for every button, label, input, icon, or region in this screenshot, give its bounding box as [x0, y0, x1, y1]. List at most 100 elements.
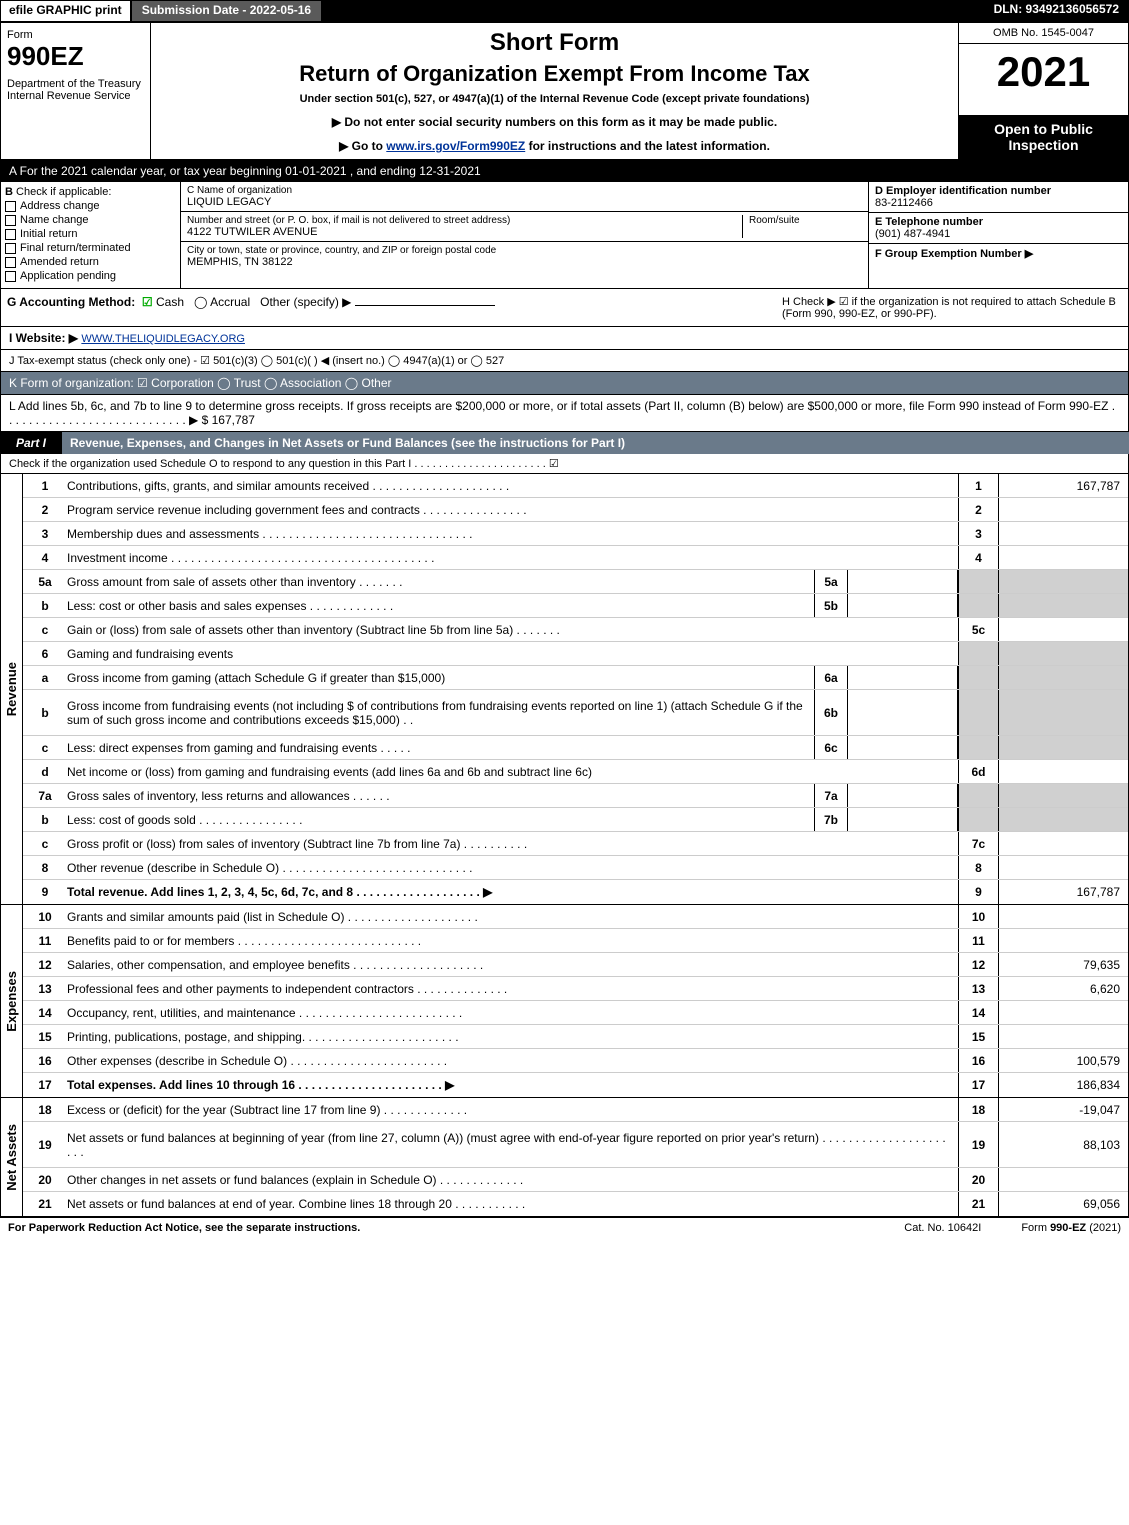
- checkbox-initial-return[interactable]: [5, 229, 16, 240]
- tel-value: (901) 487-4941: [875, 228, 1122, 240]
- line-ref: 9: [958, 880, 998, 904]
- line-amount: [998, 1168, 1128, 1191]
- line-description: Contributions, gifts, grants, and simila…: [67, 479, 958, 493]
- line-description: Gross income from fundraising events (no…: [67, 699, 814, 727]
- line-ref: [958, 808, 998, 831]
- form-line: bLess: cost of goods sold . . . . . . . …: [23, 808, 1128, 832]
- line-number: 5a: [23, 575, 67, 589]
- checkbox-amended[interactable]: [5, 257, 16, 268]
- org-name: LIQUID LEGACY: [187, 196, 862, 208]
- org-street: 4122 TUTWILER AVENUE: [187, 226, 742, 238]
- line-ref: [958, 570, 998, 593]
- header-center: Short Form Return of Organization Exempt…: [151, 23, 958, 159]
- line-number: 21: [23, 1197, 67, 1211]
- form-line: cLess: direct expenses from gaming and f…: [23, 736, 1128, 760]
- line-ref: 14: [958, 1001, 998, 1024]
- line-amount: 88,103: [998, 1122, 1128, 1167]
- section-h: H Check ▶ ☑ if the organization is not r…: [782, 295, 1122, 320]
- g-accrual: Accrual: [210, 295, 250, 309]
- goto-line: ▶ Go to www.irs.gov/Form990EZ for instru…: [157, 139, 952, 153]
- efile-print-label[interactable]: efile GRAPHIC print: [0, 0, 131, 22]
- netassets-label-text: Net Assets: [4, 1124, 19, 1191]
- expenses-side-label: Expenses: [1, 905, 23, 1097]
- omb-number: OMB No. 1545-0047: [959, 23, 1128, 44]
- line-amount: [998, 832, 1128, 855]
- line-description: Net assets or fund balances at beginning…: [67, 1131, 958, 1159]
- line-description: Net income or (loss) from gaming and fun…: [67, 765, 958, 779]
- form-line: dNet income or (loss) from gaming and fu…: [23, 760, 1128, 784]
- line-amount: 167,787: [998, 474, 1128, 497]
- line-number: 6: [23, 647, 67, 661]
- line-description: Other expenses (describe in Schedule O) …: [67, 1054, 958, 1068]
- checkbox-name-change[interactable]: [5, 215, 16, 226]
- expenses-section: Expenses 10Grants and similar amounts pa…: [0, 905, 1129, 1098]
- line-amount: [998, 618, 1128, 641]
- form-line: 14Occupancy, rent, utilities, and mainte…: [23, 1001, 1128, 1025]
- section-i: I Website: ▶ WWW.THELIQUIDLEGACY.ORG: [0, 327, 1129, 350]
- form-reference: Form 990-EZ (2021): [1021, 1222, 1121, 1234]
- sub-box-value: [848, 736, 958, 759]
- line-amount: [998, 666, 1128, 689]
- line-description: Investment income . . . . . . . . . . . …: [67, 551, 958, 565]
- line-description: Grants and similar amounts paid (list in…: [67, 910, 958, 924]
- line-amount: [998, 929, 1128, 952]
- line-amount: -19,047: [998, 1098, 1128, 1121]
- g-label: G Accounting Method:: [7, 295, 135, 309]
- goto-prefix: ▶ Go to: [339, 139, 386, 153]
- line-ref: 7c: [958, 832, 998, 855]
- b-item-1: Name change: [20, 214, 89, 226]
- form-line: 9Total revenue. Add lines 1, 2, 3, 4, 5c…: [23, 880, 1128, 904]
- form-line: 2Program service revenue including gover…: [23, 498, 1128, 522]
- part-1-sub-text: Check if the organization used Schedule …: [9, 457, 559, 470]
- c-street-label: Number and street (or P. O. box, if mail…: [187, 215, 742, 226]
- line-ref: 3: [958, 522, 998, 545]
- g-cash: Cash: [156, 295, 184, 309]
- form-line: aGross income from gaming (attach Schedu…: [23, 666, 1128, 690]
- line-ref: [958, 642, 998, 665]
- section-k: K Form of organization: ☑ Corporation ◯ …: [0, 372, 1129, 395]
- page-footer: For Paperwork Reduction Act Notice, see …: [0, 1217, 1129, 1238]
- sub-box-value: [848, 666, 958, 689]
- open-to-public-badge: Open to Public Inspection: [959, 115, 1128, 159]
- line-ref: 6d: [958, 760, 998, 783]
- sub-box-label: 5b: [814, 594, 848, 617]
- line-description: Less: cost or other basis and sales expe…: [67, 599, 814, 613]
- sub-box-value: [848, 808, 958, 831]
- website-link[interactable]: WWW.THELIQUIDLEGACY.ORG: [81, 333, 245, 345]
- line-number: 16: [23, 1054, 67, 1068]
- line-description: Gain or (loss) from sale of assets other…: [67, 623, 958, 637]
- line-description: Other changes in net assets or fund bala…: [67, 1173, 958, 1187]
- goto-suffix: for instructions and the latest informat…: [525, 139, 770, 153]
- form-line: 16Other expenses (describe in Schedule O…: [23, 1049, 1128, 1073]
- line-number: 14: [23, 1006, 67, 1020]
- line-ref: 10: [958, 905, 998, 928]
- line-ref: 13: [958, 977, 998, 1000]
- section-l: L Add lines 5b, 6c, and 7b to line 9 to …: [0, 395, 1129, 432]
- revenue-side-label: Revenue: [1, 474, 23, 904]
- line-number: d: [23, 765, 67, 779]
- form-line: 19Net assets or fund balances at beginni…: [23, 1122, 1128, 1168]
- checkbox-final-return[interactable]: [5, 243, 16, 254]
- line-number: 17: [23, 1078, 67, 1092]
- paperwork-notice: For Paperwork Reduction Act Notice, see …: [8, 1222, 360, 1234]
- form-line: 12Salaries, other compensation, and empl…: [23, 953, 1128, 977]
- section-b: B Check if applicable: Address change Na…: [1, 182, 181, 288]
- i-label: I Website: ▶: [9, 331, 78, 345]
- irs-link[interactable]: www.irs.gov/Form990EZ: [386, 139, 525, 153]
- section-d-e-f: D Employer identification number 83-2112…: [868, 182, 1128, 288]
- line-ref: [958, 690, 998, 735]
- line-ref: 16: [958, 1049, 998, 1072]
- line-number: c: [23, 623, 67, 637]
- line-amount: [998, 522, 1128, 545]
- line-number: b: [23, 813, 67, 827]
- line-amount: [998, 784, 1128, 807]
- line-amount: [998, 736, 1128, 759]
- expenses-label-text: Expenses: [4, 971, 19, 1032]
- checkbox-app-pending[interactable]: [5, 271, 16, 282]
- line-description: Occupancy, rent, utilities, and maintena…: [67, 1006, 958, 1020]
- form-line: 7aGross sales of inventory, less returns…: [23, 784, 1128, 808]
- part-1-subtitle: Check if the organization used Schedule …: [0, 454, 1129, 474]
- line-description: Less: direct expenses from gaming and fu…: [67, 741, 814, 755]
- line-number: 9: [23, 885, 67, 899]
- checkbox-address-change[interactable]: [5, 201, 16, 212]
